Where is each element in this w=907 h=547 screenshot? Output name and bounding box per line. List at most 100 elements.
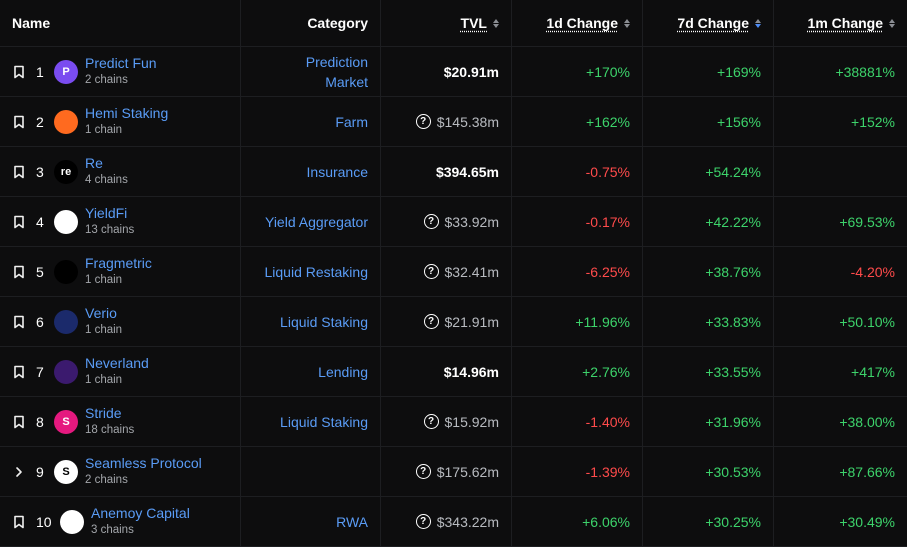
change-1m-cell: +30.49%	[774, 497, 907, 546]
sort-7d-button[interactable]: 7d Change	[677, 15, 761, 31]
change-1d-value: +2.76%	[582, 363, 630, 380]
header-7d-change[interactable]: 7d Change	[643, 0, 774, 46]
bookmark-icon[interactable]	[12, 214, 26, 230]
protocol-info: Neverland 1 chain	[85, 355, 149, 389]
tvl-value: ? $15.92m	[423, 414, 499, 430]
change-7d-value: +54.24%	[705, 163, 761, 180]
change-1m-cell: +69.53%	[774, 197, 907, 246]
table-row[interactable]: 5 Fragmetric 1 chain Liquid Restaking? $32.4…	[0, 247, 907, 297]
change-7d-cell: +54.24%	[643, 147, 774, 196]
table-row[interactable]: 6 Verio 1 chain Liquid Staking? $21.91m +11.9…	[0, 297, 907, 347]
bookmark-icon[interactable]	[12, 364, 26, 380]
tvl-cell: $394.65m	[381, 147, 512, 196]
category-link[interactable]: Lending	[318, 363, 368, 380]
category-cell: Liquid Staking	[241, 397, 381, 446]
tvl-value: ? $32.41m	[423, 263, 499, 280]
table-row[interactable]: 8 S Stride 18 chains Liquid Staking? $15.92m -…	[0, 397, 907, 447]
tvl-amount: $145.38m	[436, 113, 499, 130]
category-link[interactable]: Liquid Staking	[280, 313, 368, 330]
category-link[interactable]: Liquid Restaking	[264, 263, 368, 280]
protocol-chains: 18 chains	[85, 423, 135, 436]
name-cell: 10 Anemoy Capital 3 chains	[0, 497, 241, 546]
category-cell: Lending	[241, 347, 381, 396]
bookmark-icon[interactable]	[12, 314, 26, 330]
change-1d-cell: +11.96%	[512, 297, 643, 346]
change-1d-value: -0.75%	[585, 163, 630, 180]
question-circle-icon[interactable]: ?	[423, 414, 439, 429]
protocol-name-link[interactable]: Verio	[85, 304, 117, 321]
chevron-right-icon[interactable]	[12, 464, 26, 480]
change-1d-cell: -0.75%	[512, 147, 643, 196]
protocol-name-link[interactable]: Stride	[85, 404, 122, 421]
change-1m-value: +30.49%	[839, 513, 895, 530]
rank: 10	[36, 513, 52, 530]
tvl-value: $20.91m	[444, 64, 499, 80]
change-1d-cell: +2.76%	[512, 347, 643, 396]
sort-tvl-button[interactable]: TVL	[461, 15, 499, 31]
tvl-value: $394.65m	[436, 164, 499, 180]
header-category[interactable]: Category	[241, 0, 381, 46]
category-link[interactable]: Insurance	[306, 163, 368, 180]
rank: 2	[36, 113, 44, 130]
bookmark-icon[interactable]	[12, 414, 26, 430]
tvl-amount: $32.41m	[444, 263, 499, 280]
protocol-name-link[interactable]: Neverland	[85, 354, 149, 371]
protocol-name-link[interactable]: Seamless Protocol	[85, 454, 202, 471]
table-row[interactable]: 4 YieldFi 13 chains Yield Aggregator? $33.92…	[0, 197, 907, 247]
protocol-logo-icon: S	[54, 409, 78, 434]
category-link[interactable]: Prediction Market	[305, 53, 368, 90]
protocol-name-link[interactable]: Anemoy Capital	[91, 504, 190, 521]
protocol-name-link[interactable]: Re	[85, 154, 103, 171]
table-row[interactable]: 10 Anemoy Capital 3 chains RWA? $343.22m +6.0…	[0, 497, 907, 547]
question-circle-icon[interactable]: ?	[415, 464, 431, 479]
bookmark-icon[interactable]	[12, 164, 26, 180]
tvl-amount: $343.22m	[436, 513, 499, 530]
table-row[interactable]: 9 S Seamless Protocol 2 chains? $175.62m -1.3…	[0, 447, 907, 497]
protocol-chains: 1 chain	[85, 373, 123, 386]
protocol-name-link[interactable]: Fragmetric	[85, 254, 152, 271]
protocol-name-link[interactable]: YieldFi	[85, 204, 128, 221]
category-link[interactable]: Liquid Staking	[280, 413, 368, 430]
bookmark-icon[interactable]	[12, 514, 26, 530]
category-link[interactable]: Farm	[335, 113, 368, 130]
question-circle-icon[interactable]: ?	[423, 214, 439, 229]
table-row[interactable]: 2 Hemi Staking 1 chain Farm? $145.38m +162% +1…	[0, 97, 907, 147]
protocol-info: Seamless Protocol 2 chains	[85, 455, 202, 489]
header-name[interactable]: Name	[0, 0, 241, 46]
table-row[interactable]: 7 Neverland 1 chain Lending $14.96m +2.76% +33…	[0, 347, 907, 397]
bookmark-icon[interactable]	[12, 64, 26, 80]
sort-1d-button[interactable]: 1d Change	[546, 15, 630, 31]
change-1m-value: +38.00%	[839, 413, 895, 430]
sort-1m-button[interactable]: 1m Change	[808, 15, 895, 31]
header-tvl[interactable]: TVL	[381, 0, 512, 46]
change-7d-value: +30.25%	[705, 513, 761, 530]
protocol-name-link[interactable]: Predict Fun	[85, 54, 157, 71]
header-1m-change[interactable]: 1m Change	[774, 0, 907, 46]
category-cell: Prediction Market	[241, 47, 381, 96]
question-circle-icon[interactable]: ?	[423, 314, 439, 329]
bookmark-icon[interactable]	[12, 114, 26, 130]
table-row[interactable]: 1 P Predict Fun 2 chains Prediction Market $2…	[0, 47, 907, 97]
bookmark-icon[interactable]	[12, 264, 26, 280]
protocol-info: Predict Fun 2 chains	[85, 55, 157, 89]
change-1m-value: +87.66%	[839, 463, 895, 480]
tvl-value: ? $21.91m	[423, 314, 499, 330]
protocol-chains: 13 chains	[85, 223, 135, 236]
header-1d-label: 1d Change	[546, 15, 618, 31]
question-circle-icon[interactable]: ?	[415, 514, 431, 529]
category-link[interactable]: RWA	[336, 513, 368, 530]
change-7d-value: +169%	[717, 63, 761, 80]
protocol-name-link[interactable]: Hemi Staking	[85, 104, 169, 121]
tvl-amount: $175.62m	[436, 463, 499, 480]
change-7d-value: +156%	[717, 113, 761, 130]
question-circle-icon[interactable]: ?	[415, 114, 431, 129]
question-circle-icon[interactable]: ?	[423, 264, 439, 279]
protocol-chains: 3 chains	[91, 523, 134, 536]
table-row[interactable]: 3 re Re 4 chains Insurance $394.65m -0.75% +54.…	[0, 147, 907, 197]
change-1d-value: +11.96%	[575, 313, 630, 330]
tvl-cell: ? $33.92m	[381, 197, 512, 246]
category-link[interactable]: Yield Aggregator	[265, 213, 368, 230]
rank: 6	[36, 313, 44, 330]
header-1d-change[interactable]: 1d Change	[512, 0, 643, 46]
